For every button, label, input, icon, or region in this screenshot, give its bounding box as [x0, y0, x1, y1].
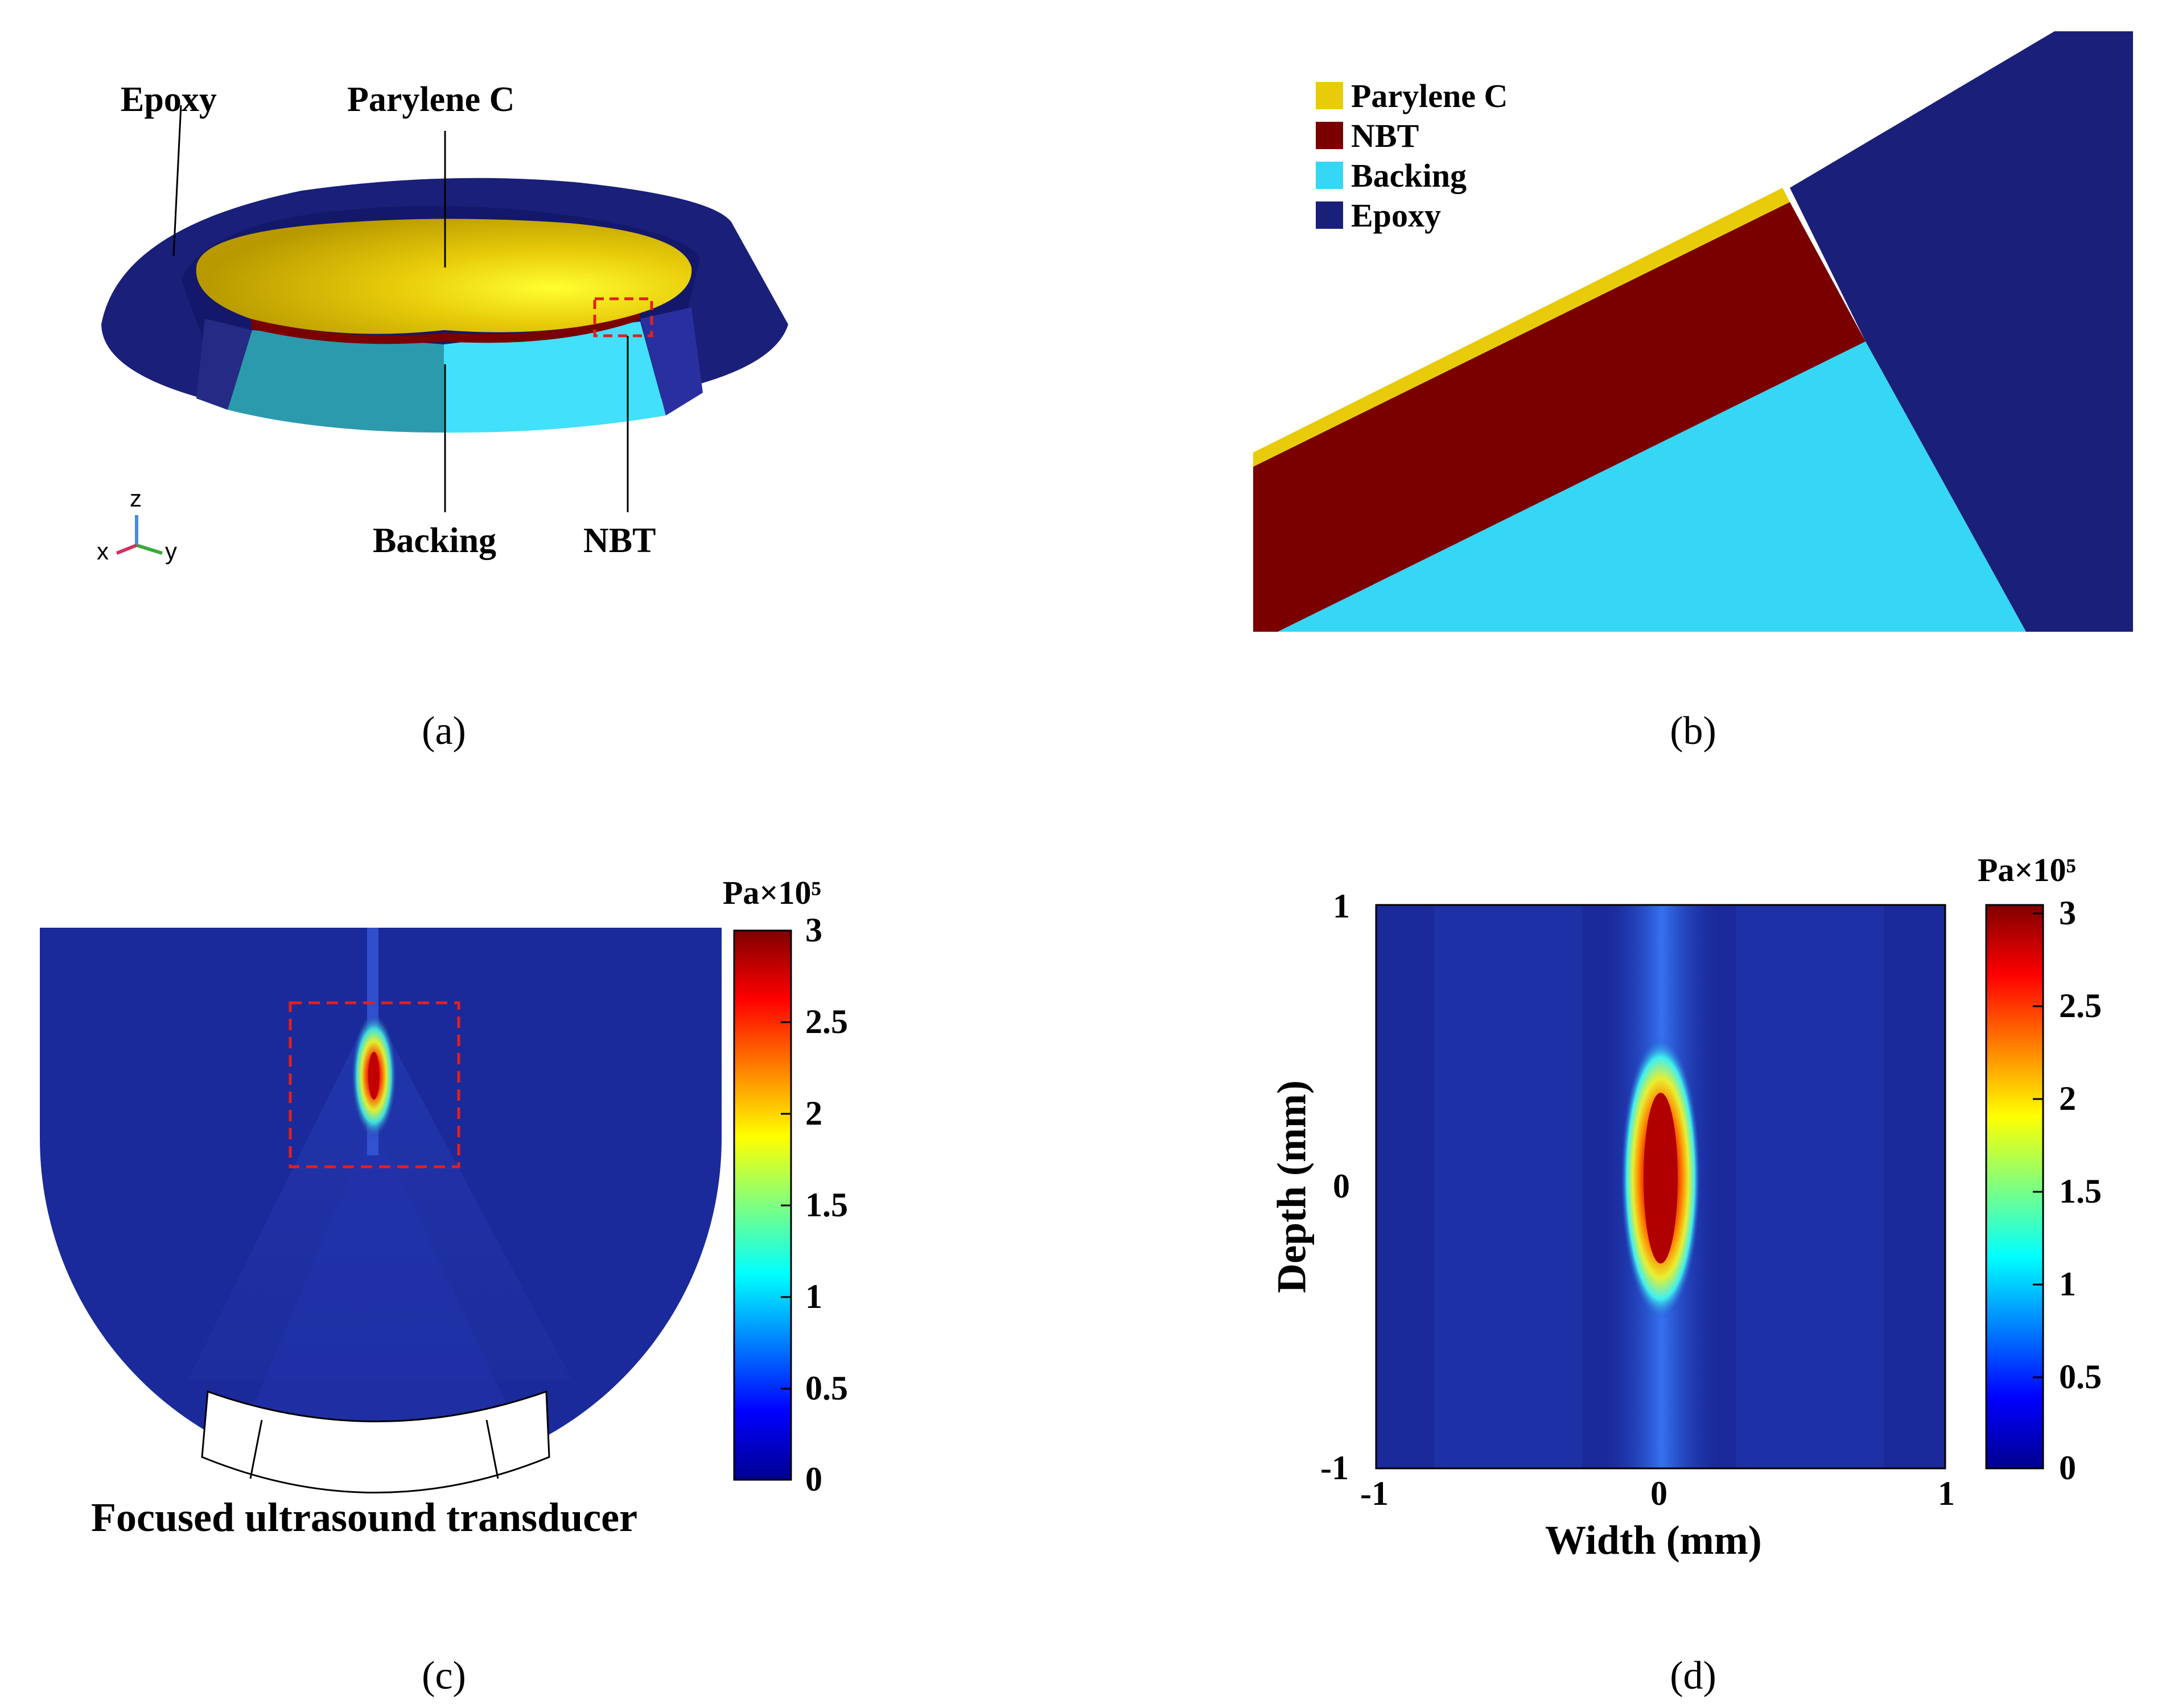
legend-label: Backing	[1351, 157, 1467, 194]
caption-d: (d)	[1670, 1654, 1716, 1698]
colorbar-d-title: Pa×10⁵	[1978, 851, 2076, 888]
legend-item-nbt: NBT	[1316, 116, 1508, 155]
parylene-surface	[196, 219, 692, 334]
axis-triad	[116, 515, 163, 555]
x-tick: -1	[1360, 1475, 1389, 1512]
cross-nbt	[1253, 202, 1866, 632]
backing-right	[444, 322, 666, 433]
legend-item-backing: Backing	[1316, 155, 1508, 195]
colorbar-d-tick: 1.5	[2059, 1172, 2102, 1210]
transducer-label: Focused ultrasound transducer	[91, 1495, 638, 1540]
beam-cone	[188, 1007, 572, 1380]
panel-c: Pa×10⁵ 3 2.5 2 1.5 1 0.5 0 Focused ultra…	[0, 825, 1081, 1708]
pressure-field-d	[1375, 904, 2044, 1470]
axis-label-x: x	[97, 538, 109, 565]
side-lobe-left	[1434, 905, 1582, 1468]
focal-core	[368, 1052, 380, 1100]
label-parylene-c: Parylene C	[347, 80, 515, 119]
colorbar-d-tick: 2.5	[2059, 987, 2102, 1024]
leader-epoxy	[172, 105, 182, 257]
side-lobe-right	[1736, 905, 1884, 1468]
x-axis-label: Width (mm)	[1545, 1517, 1762, 1563]
caption-b: (b)	[1670, 709, 1716, 753]
backing-left	[228, 330, 444, 433]
panel-b: Parylene C NBT Backing Epoxy (b)	[1081, 0, 2170, 797]
caption-a: (a)	[422, 709, 466, 753]
x-tick: 0	[1650, 1475, 1667, 1512]
label-backing: Backing	[373, 521, 497, 560]
focal-core-d	[1644, 1093, 1678, 1263]
y-tick: -1	[1320, 1449, 1349, 1487]
colorbar-c-ticks	[781, 929, 791, 1481]
colorbar-d-tick: 0	[2059, 1449, 2076, 1487]
y-tick: 0	[1333, 1167, 1350, 1205]
y-tick: 1	[1333, 887, 1350, 925]
legend-label: Parylene C	[1351, 77, 1508, 114]
legend-swatch	[1316, 122, 1343, 149]
plot-frame-d	[1375, 904, 1946, 1470]
colorbar-d-tick: 1	[2059, 1265, 2076, 1303]
colorbar-c-tick: 1.5	[805, 1186, 848, 1224]
x-tick: 1	[1938, 1475, 1955, 1512]
colorbar-d	[1985, 904, 2044, 1470]
panel-d: 1 0 -1 -1 0 1 Width (mm) Depth (mm) Pa×1…	[1081, 825, 2170, 1708]
colorbar-d-tick: 3	[2059, 894, 2076, 932]
legend-label: NBT	[1351, 117, 1419, 154]
legend-label: Epoxy	[1351, 196, 1441, 234]
colorbar-c-tick: 2.5	[805, 1003, 848, 1040]
pressure-field-c	[40, 928, 792, 1493]
highlight-box	[593, 297, 653, 338]
transducer-shape	[201, 1390, 550, 1493]
epoxy-wall-right	[640, 307, 703, 415]
colorbar-c-tick: 0	[805, 1460, 822, 1498]
nbt-layer	[250, 312, 640, 344]
material-legend: Parylene C NBT Backing Epoxy	[1316, 76, 1508, 235]
cross-parylene	[1253, 188, 1790, 467]
transducer-3d-model	[101, 105, 788, 555]
colorbar-c-title: Pa×10⁵	[723, 874, 821, 911]
colorbar-d-ticks	[2033, 912, 2043, 1470]
y-axis-label: Depth (mm)	[1269, 1080, 1315, 1293]
colorbar-c-tick: 0.5	[805, 1369, 848, 1407]
legend-swatch	[1316, 162, 1343, 189]
cross-epoxy	[1790, 31, 2133, 632]
label-nbt: NBT	[583, 521, 656, 560]
legend-swatch	[1316, 82, 1343, 109]
colorbar-c-tick: 1	[805, 1278, 822, 1315]
colorbar-c-tick: 3	[805, 911, 822, 949]
caption-c: (c)	[422, 1654, 466, 1698]
legend-swatch	[1316, 201, 1343, 229]
cross-backing	[1278, 341, 2026, 632]
transducer-seg-left	[249, 1419, 263, 1479]
colorbar-c-tick: 2	[805, 1094, 822, 1132]
legend-item-parylene: Parylene C	[1316, 76, 1508, 116]
legend-item-epoxy: Epoxy	[1316, 195, 1508, 235]
layer-cross-section	[1253, 31, 2133, 632]
transducer-seg-right	[485, 1419, 499, 1479]
colorbar-d-tick: 2	[2059, 1080, 2076, 1117]
epoxy-wall-left	[196, 319, 252, 410]
label-epoxy: Epoxy	[121, 80, 217, 119]
axis-label-y: y	[165, 538, 177, 565]
zoom-box	[289, 1001, 460, 1168]
colorbar-d-tick: 0.5	[2059, 1358, 2102, 1396]
axis-label-z: z	[130, 485, 142, 512]
beam-cone-lower	[239, 1121, 524, 1440]
panel-a: Epoxy Parylene C Backing NBT z x y (a)	[0, 0, 1081, 797]
